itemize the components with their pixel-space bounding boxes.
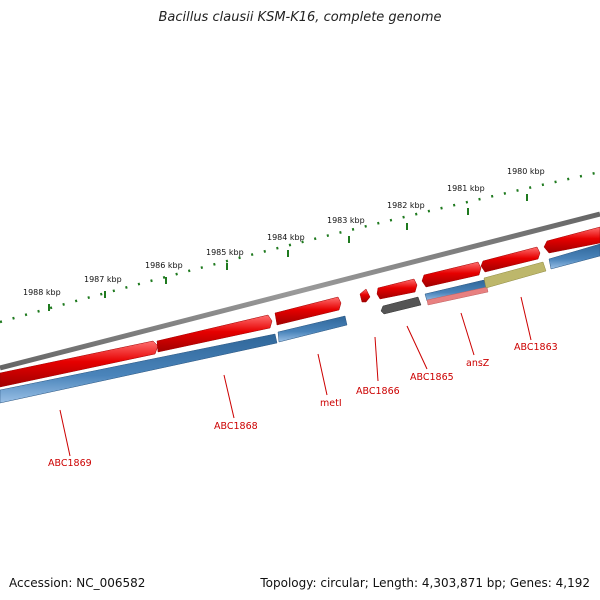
- scale-label: 1983 kbp: [327, 216, 365, 225]
- gene-label[interactable]: ABC1866: [356, 386, 400, 397]
- gene-label[interactable]: metI: [320, 398, 342, 409]
- label-leader-lines: [59, 296, 532, 457]
- scale-label: 1980 kbp: [507, 167, 545, 176]
- gene-arrow[interactable]: [0, 340, 159, 388]
- gene-arrow[interactable]: [376, 278, 418, 300]
- scale-label: 1984 kbp: [267, 233, 305, 242]
- scale-label: 1982 kbp: [387, 201, 425, 210]
- accession-text: Accession: NC_006582: [9, 576, 146, 590]
- genome-summary-text: Topology: circular; Length: 4,303,871 bp…: [260, 576, 590, 590]
- gene-arrow[interactable]: [380, 296, 422, 315]
- scale-ticks: [0, 170, 600, 324]
- gene-arrow[interactable]: [156, 314, 273, 353]
- scale-label: 1987 kbp: [84, 275, 122, 284]
- forward-strand-genes: [0, 226, 600, 388]
- scale-label: 1985 kbp: [206, 248, 244, 257]
- gene-arrow[interactable]: [421, 261, 482, 288]
- gene-arrow[interactable]: [274, 296, 342, 326]
- gene-arrow[interactable]: [359, 288, 371, 303]
- scale-label: 1988 kbp: [23, 288, 61, 297]
- gene-arrow[interactable]: [548, 243, 600, 270]
- gene-label[interactable]: ansZ: [466, 358, 490, 369]
- gene-arrow[interactable]: [483, 261, 547, 289]
- gene-label[interactable]: ABC1869: [48, 458, 92, 469]
- gene-arrow[interactable]: [426, 286, 489, 306]
- reverse-strand-genes: [0, 243, 600, 404]
- gene-label[interactable]: ABC1868: [214, 421, 258, 432]
- gene-arrow[interactable]: [543, 226, 600, 254]
- gene-label[interactable]: ABC1863: [514, 342, 558, 353]
- gene-arrow[interactable]: [277, 315, 348, 343]
- genome-backbone: [0, 211, 600, 371]
- genome-title: Bacillus clausii KSM-K16, complete genom…: [158, 10, 442, 25]
- gene-label[interactable]: ABC1865: [410, 372, 454, 383]
- gene-arrow[interactable]: [480, 246, 541, 273]
- scale-label: 1981 kbp: [447, 184, 485, 193]
- scale-label: 1986 kbp: [145, 261, 183, 270]
- gene-arrow[interactable]: [0, 333, 278, 404]
- scale-major-ticks: [48, 194, 528, 311]
